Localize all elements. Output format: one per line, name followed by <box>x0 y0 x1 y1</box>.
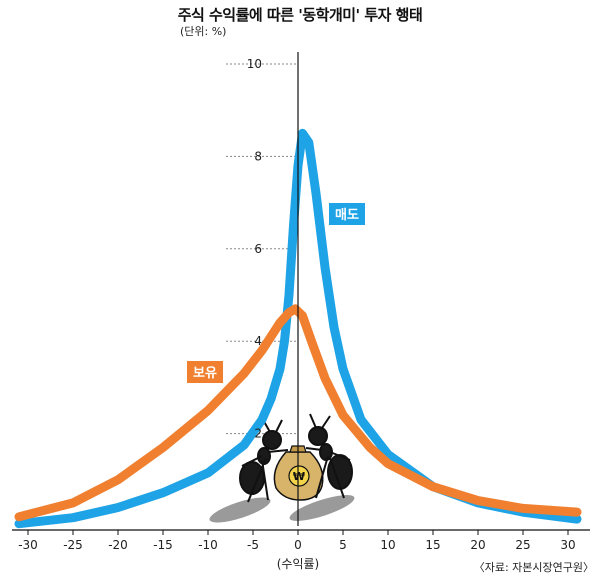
y-tick-label: 10 <box>247 57 262 71</box>
x-tick-label: -25 <box>63 538 83 552</box>
ant-icon-left <box>239 417 289 503</box>
x-tick-label: 5 <box>339 538 347 552</box>
sell-series-label: 매도 <box>335 208 359 223</box>
source-note: 〈자료: 자본시장연구원〉 <box>473 561 594 574</box>
sell-label-badge <box>329 203 365 225</box>
ant-shadow-left <box>209 497 271 523</box>
ants-illustration: ₩ <box>209 413 355 523</box>
x-tick-label: 30 <box>560 538 575 552</box>
y-tick-label: 8 <box>254 149 262 163</box>
x-axis-label: (수익률) <box>277 557 319 571</box>
ant-icon-right <box>305 413 353 499</box>
grid-layer <box>226 63 298 435</box>
x-tick-label: 25 <box>515 538 530 552</box>
y-tick-label: 4 <box>254 334 262 348</box>
unit-note: (단위: %) <box>180 25 227 38</box>
x-tick-label: 0 <box>294 538 302 552</box>
x-tick-label: 10 <box>380 538 395 552</box>
y-tick-label: 6 <box>254 242 262 256</box>
x-tick-label: -10 <box>198 538 218 552</box>
x-tick-label: -15 <box>153 538 173 552</box>
x-tick-label: -20 <box>108 538 128 552</box>
hold-label-badge <box>187 361 223 383</box>
x-tick-label: 20 <box>470 538 485 552</box>
hold-series-label: 보유 <box>193 366 217 381</box>
series-line-hold <box>14 304 582 522</box>
chart-title: 주식 수익률에 따른 '동학개미' 투자 행태 <box>177 6 423 24</box>
x-tick-label: -30 <box>18 538 38 552</box>
axis-layer: 2 4 6 8 10 -30 -25 -20 -15 -10 -5 0 5 10 15 20 25 30 (수익률) <box>12 52 590 571</box>
won-icon <box>288 465 310 487</box>
ant-shadow-right <box>289 495 355 521</box>
x-tick-label: 15 <box>425 538 440 552</box>
won-symbol: ₩ <box>293 470 305 483</box>
y-tick-label: 2 <box>254 427 262 441</box>
x-tick-label: -5 <box>247 538 259 552</box>
